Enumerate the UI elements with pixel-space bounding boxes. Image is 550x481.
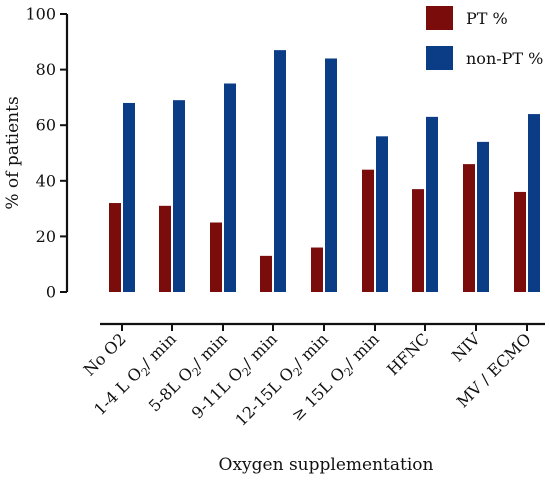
legend-swatch bbox=[426, 6, 453, 30]
y-tick-label: 20 bbox=[36, 227, 56, 246]
bar-pt bbox=[362, 169, 374, 292]
bar-pt bbox=[412, 189, 424, 292]
bar-non-pt bbox=[173, 100, 185, 293]
bar-non-pt bbox=[528, 114, 540, 292]
x-tick-label: ≥ 15L O2/ min bbox=[288, 329, 385, 426]
bar-non-pt bbox=[477, 141, 489, 292]
y-tick-label: 80 bbox=[36, 60, 56, 79]
bar-pt bbox=[210, 222, 222, 292]
legend: PT % non-PT % bbox=[426, 6, 543, 70]
y-tick-label: 60 bbox=[36, 116, 56, 135]
legend-label: PT % bbox=[466, 9, 508, 28]
y-axis-title: % of patients bbox=[3, 96, 23, 209]
bar-non-pt bbox=[224, 83, 236, 292]
y-tick-label: 40 bbox=[36, 171, 56, 190]
legend-label: non-PT % bbox=[466, 49, 543, 68]
y-axis: 0 20 40 60 80 100 bbox=[25, 5, 69, 302]
bar-pt bbox=[109, 203, 121, 292]
bar-non-pt bbox=[123, 102, 135, 293]
bar-pt bbox=[159, 205, 171, 292]
bar-non-pt bbox=[274, 50, 286, 292]
bar-non-pt bbox=[426, 116, 438, 292]
bar-pt bbox=[311, 247, 323, 292]
bar-pt bbox=[463, 164, 475, 292]
bar-pt bbox=[514, 191, 526, 292]
y-tick-label: 0 bbox=[46, 283, 56, 302]
y-tick-label: 100 bbox=[25, 5, 56, 24]
x-tick-label: No O2 bbox=[80, 329, 130, 379]
x-tick-label: HFNC bbox=[383, 329, 433, 379]
legend-swatch bbox=[426, 46, 453, 70]
x-axis-title: Oxygen supplementation bbox=[219, 455, 434, 475]
bar-pt bbox=[260, 255, 272, 292]
bars bbox=[109, 50, 540, 293]
x-tick-label: NIV bbox=[448, 329, 484, 365]
bar-non-pt bbox=[325, 58, 337, 293]
bar-non-pt bbox=[376, 136, 388, 292]
